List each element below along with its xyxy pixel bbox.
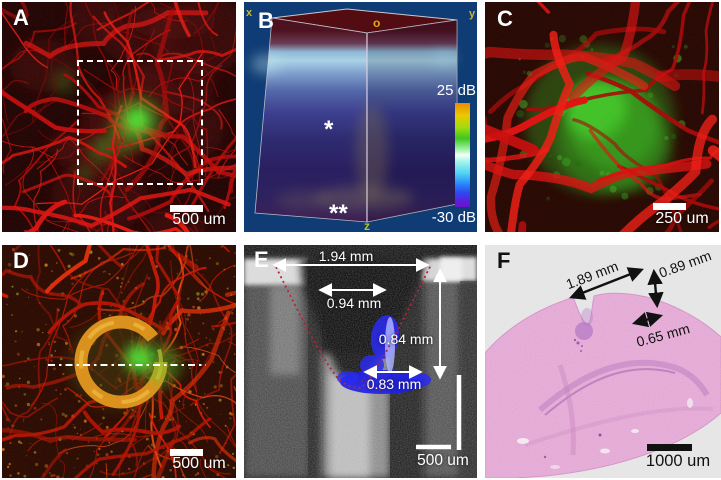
scale-bar xyxy=(647,444,692,451)
scale-bar-label: 1000 um xyxy=(645,452,711,470)
scale-bar-label: 500 um xyxy=(172,455,226,472)
bscan-location-line xyxy=(48,364,206,367)
scale-bar-label: 500 um xyxy=(172,211,226,228)
scale-bar-label: 500 um xyxy=(417,452,469,469)
axis-x-label: x xyxy=(246,7,253,19)
panel-d: D 500 um xyxy=(2,245,236,478)
panel-label: E xyxy=(254,247,269,272)
axis-y-label: y xyxy=(469,8,476,20)
oct-volume-render xyxy=(251,8,458,223)
scale-bar-label: 250 um xyxy=(655,210,709,227)
measure-depth: 0.84 mm xyxy=(378,331,434,347)
colorbar xyxy=(455,103,470,207)
scale-bar xyxy=(653,203,686,210)
panel-label: F xyxy=(497,248,511,273)
panel-c: C 250 um xyxy=(485,2,719,232)
vasculature-overview-image xyxy=(2,2,236,232)
scale-bar xyxy=(170,449,203,456)
measure-top-width: 1.94 mm xyxy=(318,248,374,264)
measurement-annotations xyxy=(272,258,462,450)
panel-e: E 1.94 mm 0.94 mm 0.84 mm 0.83 mm 500 um xyxy=(244,245,477,478)
measure-inner-width: 0.94 mm xyxy=(326,295,382,311)
roi-dashed-box xyxy=(77,60,203,185)
axis-origin-label: o xyxy=(373,16,381,30)
panel-f: F 1.89 mm 0.89 mm 0.65 mm 1000 um xyxy=(485,245,721,478)
lesion-vasculature-image xyxy=(2,245,236,478)
histology-section-image xyxy=(485,245,721,478)
cavity-asterisk-marker: * xyxy=(324,116,334,143)
panel-label: A xyxy=(13,5,29,30)
panel-label: B xyxy=(258,8,274,33)
panel-label: D xyxy=(13,248,29,273)
deep-asterisk-marker: ** xyxy=(329,200,348,227)
measure-bottom-width: 0.83 mm xyxy=(366,376,422,392)
panel-b: B x y o z * ** 25 dB -30 dB xyxy=(244,2,477,232)
axis-z-label: z xyxy=(364,219,370,232)
panel-a: A 500 um xyxy=(2,2,236,232)
vasculature-zoom-image xyxy=(485,2,719,232)
panel-label: C xyxy=(497,6,513,31)
colorbar-min-label: -30 dB xyxy=(431,209,476,226)
colorbar-max-label: 25 dB xyxy=(436,82,476,99)
scale-bar xyxy=(170,205,203,212)
measurement-annotations xyxy=(569,267,664,328)
